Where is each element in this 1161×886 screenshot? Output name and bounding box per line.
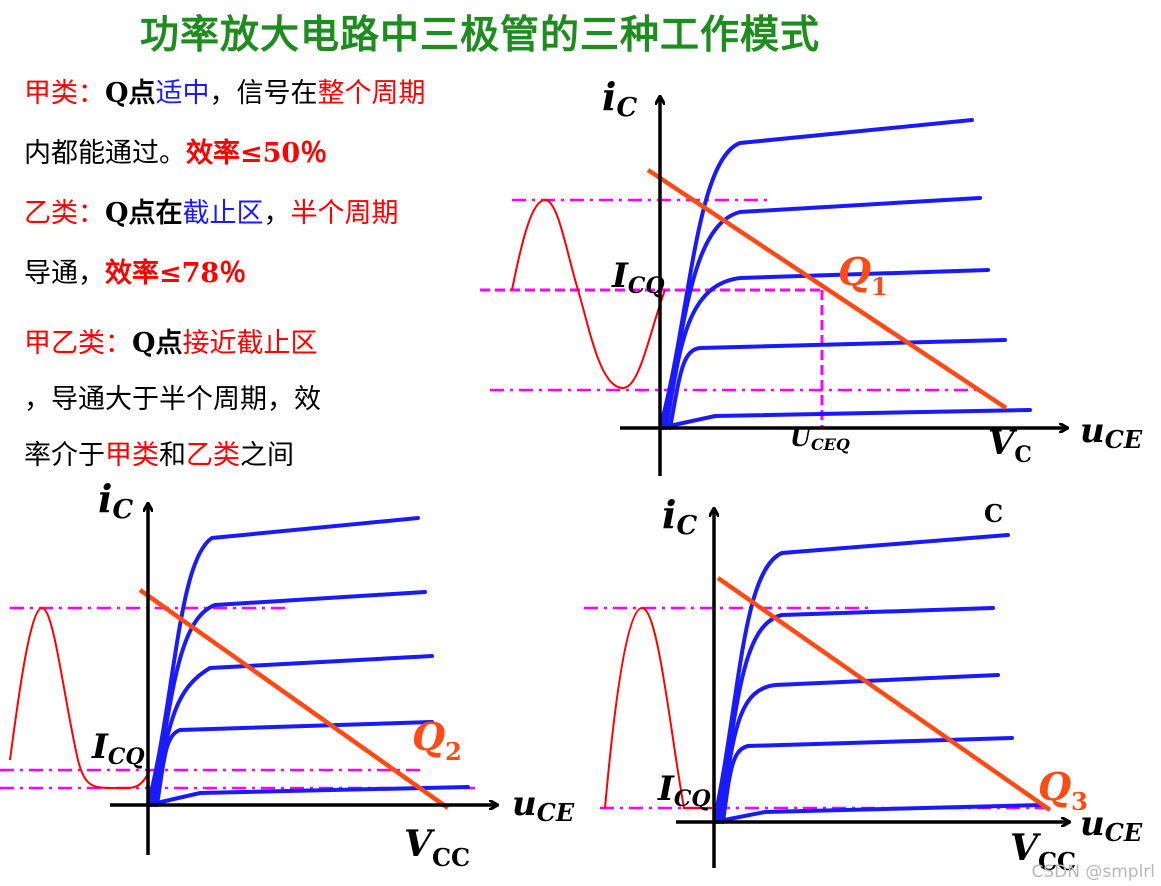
class-b-q-label: Q3 [1038,764,1088,816]
class-a-period: 整个周期 [317,78,426,109]
class-ab-line-1: 甲乙类：Q点接近截止区 [24,316,321,372]
class-ab-line2-text: ，导通大于半个周期，效 [24,384,321,415]
class-b-load-line [716,576,1052,812]
class-b-description: 乙类：Q点在截止区，半个周期 导通，效率≤78％ [24,184,399,304]
class-b-stray-label: C [984,499,1003,528]
watermark: CSDN @smplrl [1031,862,1155,882]
class-a-graph: iC uCE VC ICQ UCEQ Q1 [480,74,1143,476]
class-b-period: 半个周期 [290,198,399,229]
class-b-line2-text: 导通， [24,258,105,289]
class-ab-line-2: ，导通大于半个周期，效 [24,372,321,428]
class-a-efficiency: 效率≤50％ [186,138,328,169]
class-b-q-prefix: Q点在 [105,198,183,229]
class-ab-y-axis-label: iC [98,476,133,525]
class-b-icq-label: ICQ [657,769,711,812]
class-ab-x-axis-label: uCE [512,784,575,827]
class-ab-graph: iC uCE VCC ICQ Q2 [0,476,575,872]
class-ab-input-signal [9,606,151,789]
class-a-icq-label: ICQ [611,256,665,299]
class-a-q-label: Q1 [838,249,888,301]
class-ab-line3-suffix: 之间 [240,440,294,471]
class-a-line-2: 内都能通过。效率≤50％ [24,124,426,184]
class-b-x-axis-label: uCE [1080,804,1143,847]
class-b-guide-lines [584,606,1050,810]
class-a-x-axis-label: uCE [1080,411,1143,454]
class-b-vcc-label: VCC [1010,827,1076,876]
class-a-description: 甲类：Q点适中，信号在整个周期 内都能通过。效率≤50％ [24,64,426,184]
class-a-line2-text: 内都能通过。 [24,138,186,169]
class-ab-characteristic-curves [146,516,470,807]
class-ab-class-a-ref: 甲类 [105,440,159,471]
class-ab-line3-prefix: 率介于 [24,440,105,471]
class-a-vc-label: VC [988,423,1032,468]
class-ab-description: 甲乙类：Q点接近截止区 ，导通大于半个周期，效 率介于甲类和乙类之间 [24,316,321,484]
class-a-q-prefix: Q点 [105,78,156,109]
class-b-efficiency: 效率≤78％ [105,258,247,289]
class-a-q-state: 适中 [155,78,210,109]
class-a-y-axis-label: iC [602,74,637,123]
class-a-uceq-label: UCEQ [790,423,850,454]
class-a-characteristic-curves [658,118,1032,430]
class-ab-q-label: Q2 [412,714,462,766]
class-a-load-line [646,168,1008,410]
class-b-line-1: 乙类：Q点在截止区，半个周期 [24,184,399,244]
class-a-name: 甲类： [24,78,105,109]
class-b-y-axis-label: iC [662,492,697,541]
class-ab-and-text: 和 [159,440,186,471]
class-ab-name: 甲乙类： [24,328,132,359]
class-b-comma: ， [263,198,291,229]
class-a-guide-lines [480,198,982,428]
class-a-input-signal [511,198,666,390]
class-b-characteristic-curves [712,533,1044,824]
class-b-name: 乙类： [24,198,105,229]
class-ab-load-line [138,588,450,810]
class-a-line-1: 甲类：Q点适中，信号在整个周期 [24,64,426,124]
class-ab-guide-lines [0,606,475,790]
class-ab-class-b-ref: 乙类 [186,440,240,471]
class-b-input-signal [604,606,712,809]
class-a-mid-text: ，信号在 [209,78,318,109]
class-b-line-2: 导通，效率≤78％ [24,244,399,304]
class-b-graph: iC C uCE VCC ICQ Q3 [584,492,1143,876]
class-ab-line-3: 率介于甲类和乙类之间 [24,428,321,484]
class-ab-icq-label: ICQ [91,727,145,770]
slide-title: 功率放大电路中三极管的三种工作模式 [139,13,820,58]
class-b-q-state: 截止区 [182,198,264,229]
class-ab-q-state: 接近截止区 [182,328,318,359]
class-ab-vcc-label: VCC [404,823,470,872]
class-ab-q-prefix: Q点 [132,328,183,359]
